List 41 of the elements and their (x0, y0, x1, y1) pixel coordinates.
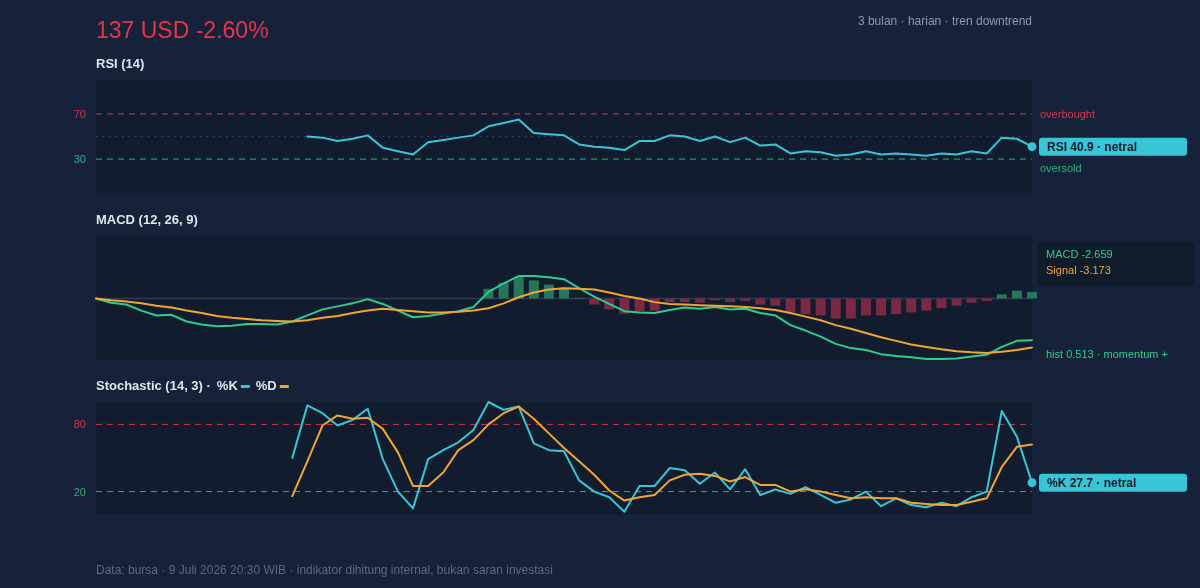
bar (770, 298, 781, 306)
bar (966, 298, 977, 303)
bar (589, 298, 600, 305)
bar (830, 298, 841, 319)
bar (1011, 290, 1022, 299)
chart-title: RSI (14) (96, 56, 145, 71)
bar (1027, 291, 1037, 299)
bar (891, 298, 902, 315)
ref-line-label: overbought (1040, 107, 1096, 120)
y-tick-label: 20 (73, 485, 86, 498)
text: 137 USD -2.60% (96, 17, 269, 43)
ref-line-label: oversold (1040, 162, 1082, 175)
bar (876, 298, 887, 316)
y-tick-label: 80 (73, 418, 86, 431)
chart-title: Stochastic (14, 3) · (96, 378, 211, 393)
bar (951, 298, 962, 306)
text: 3 bulan · harian · tren downtrend (857, 14, 1032, 28)
bar (815, 298, 826, 316)
bar (921, 298, 932, 311)
bar (936, 298, 947, 309)
legend-label: %D (255, 378, 277, 393)
bar (845, 298, 856, 319)
text: Signal -3.173 (1046, 264, 1111, 276)
bar (498, 282, 509, 299)
chart-title: MACD (12, 26, 9) (96, 212, 198, 227)
bar (694, 298, 705, 303)
legend-label: %K (216, 378, 239, 393)
bar (559, 287, 569, 299)
text: hist 0.513 · momentum + (1046, 348, 1168, 360)
bar (860, 298, 871, 316)
bar (906, 298, 917, 313)
y-tick-label: 70 (73, 107, 86, 120)
y-tick-label: 30 (73, 153, 86, 166)
text: %K 27.7 · netral (1047, 475, 1137, 490)
bar (785, 298, 796, 312)
text: Data: bursa · 9 Juli 2026 20:30 WIB · indikator dihitung internal, bukan saran investasi (96, 563, 553, 577)
bar (800, 298, 811, 315)
bar (755, 298, 766, 305)
text: RSI 40.9 · netral (1047, 139, 1138, 154)
text: MACD -2.659 (1046, 248, 1113, 260)
bar (996, 294, 1007, 299)
